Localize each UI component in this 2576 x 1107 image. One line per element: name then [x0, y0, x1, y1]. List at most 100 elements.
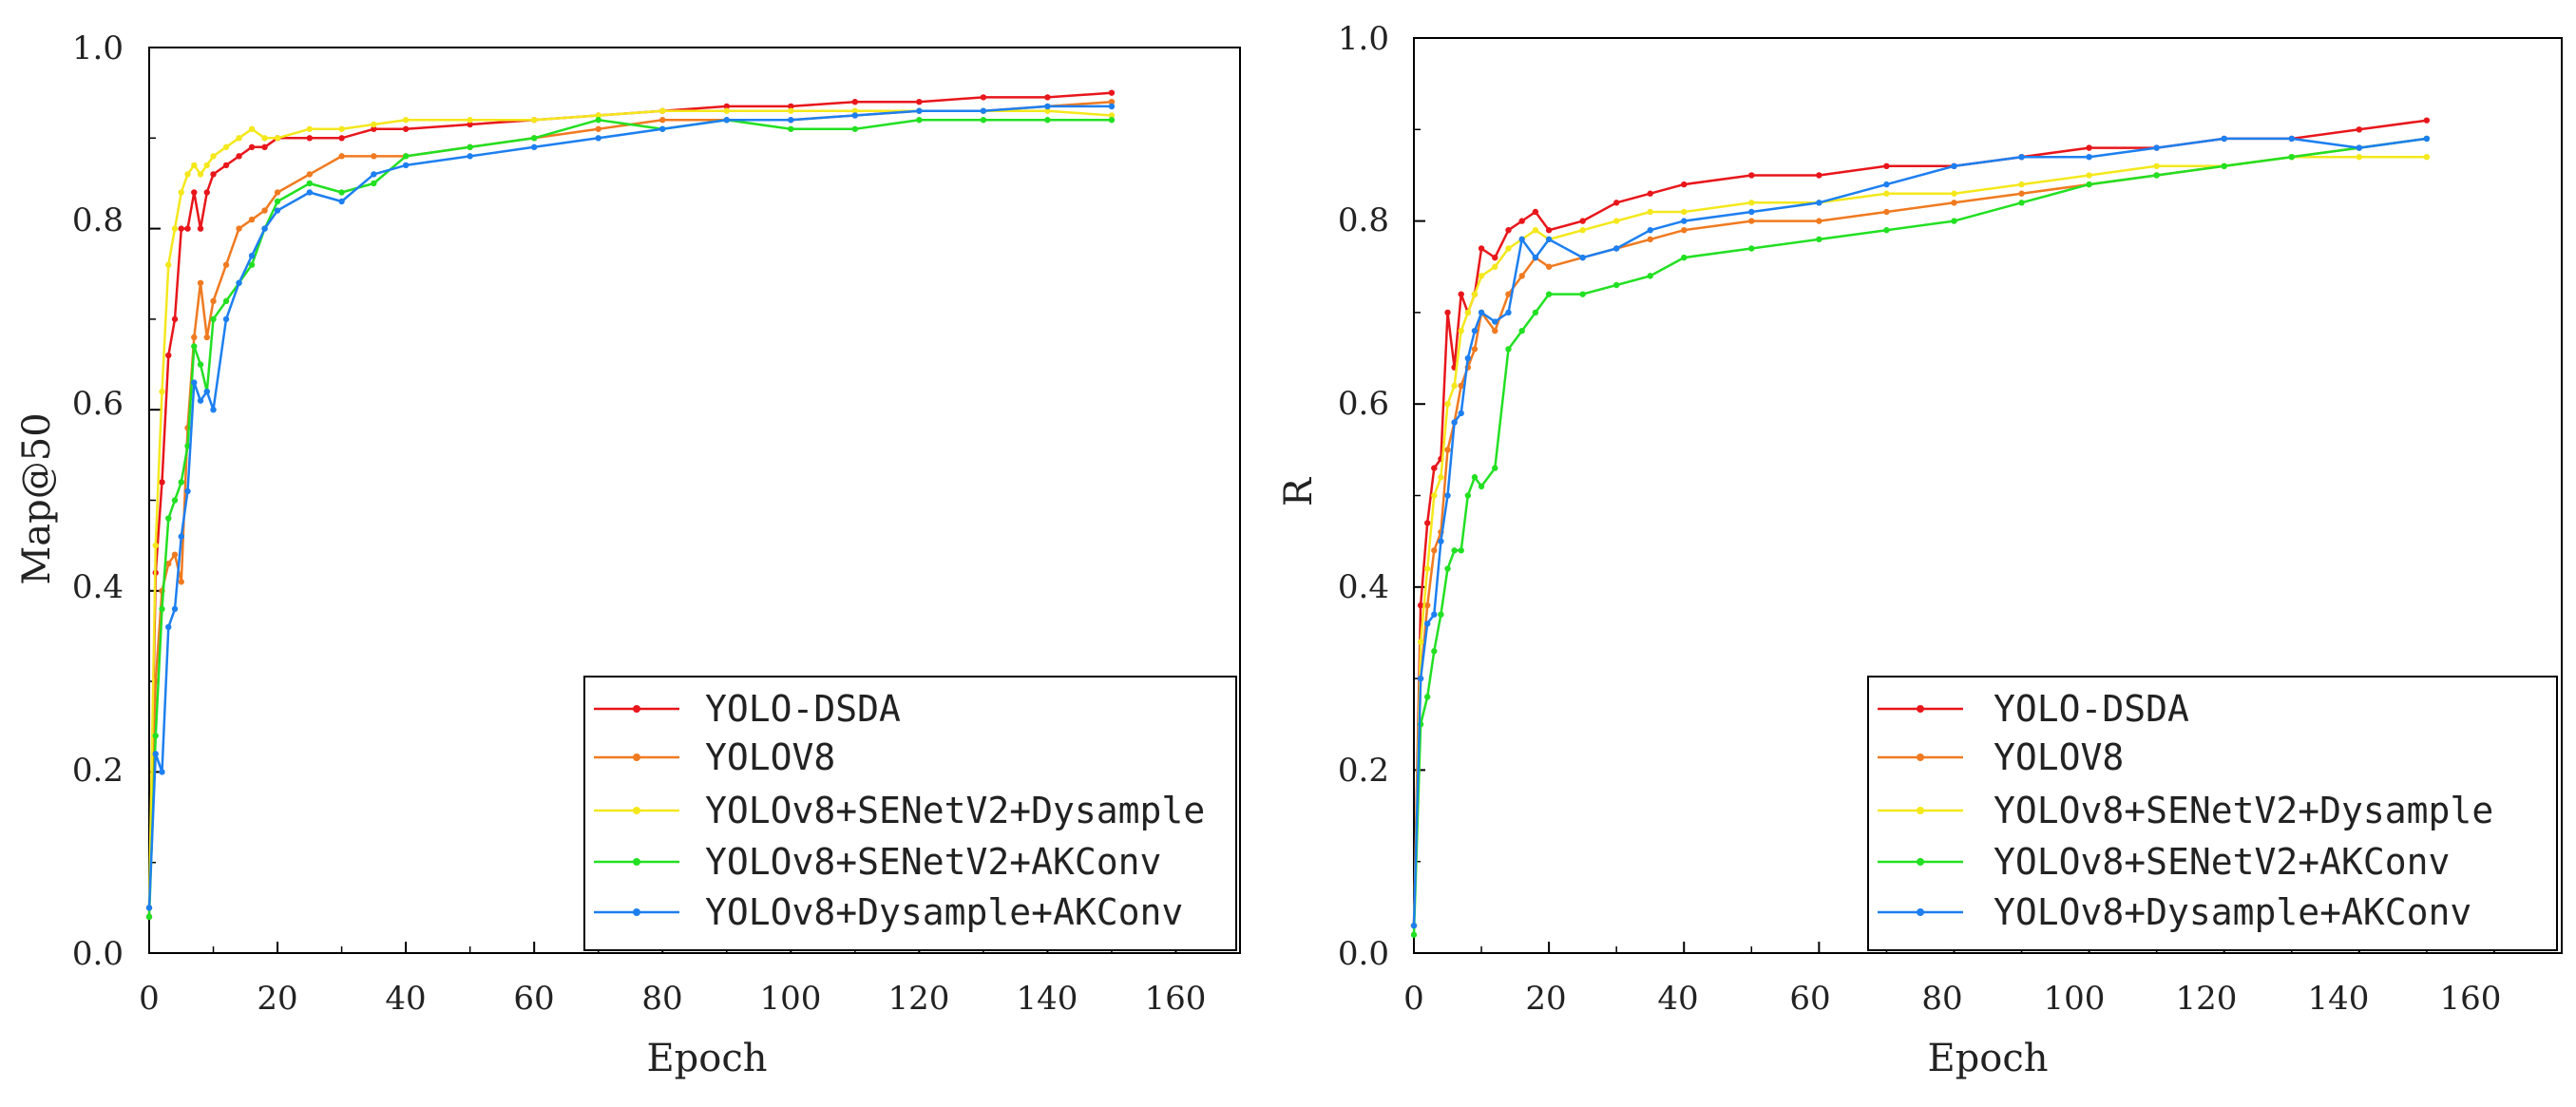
data-point-yolov8 — [2018, 190, 2025, 197]
data-point-yolov8 — [1883, 208, 1890, 216]
data-point-yolov8 — [236, 225, 242, 232]
data-point-yolov8-senetv2-dysample — [248, 125, 256, 132]
data-point-yolov8-senetv2-akconv — [1532, 309, 1539, 316]
data-point-yolo-dsda — [222, 162, 230, 169]
data-point-yolov8-senetv2-akconv — [1681, 254, 1688, 261]
y-tick-label: 0.0 — [1338, 935, 1389, 973]
data-point-yolov8-senetv2-akconv — [371, 180, 377, 187]
x-tick-label: 20 — [257, 980, 297, 1018]
data-point-yolov8-dysample-akconv — [171, 605, 179, 613]
data-point-yolov8-senetv2-akconv — [191, 343, 198, 350]
data-point-yolo-dsda — [1431, 465, 1438, 471]
x-tick-label: 60 — [513, 980, 554, 1018]
data-point-yolov8-dysample-akconv — [191, 379, 198, 386]
data-point-yolov8-dysample-akconv — [145, 905, 153, 911]
data-point-yolov8-senetv2-dysample — [1532, 227, 1539, 234]
data-point-yolov8-senetv2-dysample — [197, 171, 204, 178]
data-point-yolo-dsda — [1532, 208, 1539, 216]
data-point-yolov8-dysample-akconv — [152, 751, 159, 757]
data-point-yolov8-senetv2-dysample — [1451, 382, 1458, 390]
data-point-yolo-dsda — [1579, 218, 1586, 224]
data-point-yolov8-senetv2-dysample — [191, 162, 198, 169]
data-point-yolov8-dysample-akconv — [1431, 611, 1438, 618]
y-tick-label: 0.6 — [72, 385, 124, 423]
data-point-yolo-dsda — [306, 135, 314, 142]
data-point-yolov8-dysample-akconv — [184, 487, 191, 495]
legend: YOLO-DSDA YOLOV8 YOLOv8+SENetV2+Dysample… — [1867, 676, 2558, 951]
data-point-yolov8-senetv2-dysample — [1431, 492, 1438, 499]
data-point-yolov8 — [197, 279, 204, 286]
data-point-yolov8-senetv2-dysample — [1438, 474, 1444, 481]
data-point-yolov8-senetv2-akconv — [1816, 236, 1822, 243]
data-point-yolov8-dysample-akconv — [402, 162, 410, 169]
data-point-yolov8-senetv2-akconv — [530, 135, 538, 142]
data-point-yolov8-senetv2-akconv — [1464, 492, 1472, 499]
legend-marker — [1917, 705, 1924, 713]
x-tick-label: 140 — [1017, 980, 1078, 1018]
data-point-yolov8 — [1505, 291, 1512, 297]
data-point-yolo-dsda — [159, 479, 165, 486]
data-point-yolo-dsda — [210, 171, 217, 178]
data-point-yolov8-senetv2-dysample — [171, 225, 179, 232]
data-point-yolov8-senetv2-dysample — [178, 189, 184, 196]
data-point-yolov8-senetv2-akconv — [306, 180, 314, 187]
data-point-yolov8-senetv2-akconv — [1883, 227, 1890, 234]
data-point-yolo-dsda — [467, 121, 473, 128]
y-axis-title: R — [1277, 476, 1321, 506]
data-point-yolo-dsda — [916, 98, 923, 105]
legend-marker — [633, 754, 640, 761]
data-point-yolov8-senetv2-akconv — [1518, 327, 1525, 334]
data-point-yolov8-dysample-akconv — [1612, 245, 1620, 252]
data-point-yolov8-dysample-akconv — [1545, 236, 1553, 243]
data-point-yolov8-dysample-akconv — [1518, 236, 1525, 243]
data-point-yolov8-dysample-akconv — [1681, 218, 1688, 224]
data-point-yolov8-senetv2-akconv — [178, 479, 184, 486]
x-tick-label: 160 — [1145, 980, 1207, 1018]
data-point-yolo-dsda — [1458, 291, 1464, 297]
data-point-yolo-dsda — [191, 189, 198, 196]
data-point-yolov8-dysample-akconv — [1532, 254, 1539, 261]
data-point-yolov8-senetv2-akconv — [1579, 291, 1586, 297]
data-point-yolo-dsda — [1417, 601, 1424, 609]
data-point-yolov8-senetv2-akconv — [1410, 931, 1418, 938]
x-tick-label: 80 — [641, 980, 682, 1018]
data-point-yolov8-senetv2-akconv — [1044, 117, 1051, 124]
data-point-yolov8-dysample-akconv — [338, 198, 345, 205]
data-point-yolov8 — [248, 216, 256, 223]
data-point-yolov8-dysample-akconv — [1424, 620, 1431, 627]
data-point-yolov8-dysample-akconv — [1471, 327, 1479, 334]
x-tick-label: 60 — [1789, 980, 1830, 1018]
data-point-yolov8-senetv2-akconv — [402, 153, 410, 160]
y-tick-label: 0.4 — [1338, 568, 1389, 606]
data-point-yolov8-dysample-akconv — [1458, 410, 1464, 417]
data-point-yolov8 — [274, 189, 281, 196]
data-point-yolo-dsda — [723, 103, 730, 110]
data-point-yolov8-dysample-akconv — [467, 153, 473, 160]
legend-marker — [633, 858, 640, 866]
data-point-yolo-dsda — [2423, 117, 2431, 124]
data-point-yolov8-senetv2-dysample — [1647, 208, 1653, 216]
data-point-yolov8-senetv2-akconv — [274, 198, 281, 205]
legend-label-yolo-dsda: YOLO-DSDA — [1994, 688, 2189, 730]
data-point-yolov8-dysample-akconv — [1883, 181, 1890, 188]
data-point-yolov8-senetv2-akconv — [1492, 465, 1498, 471]
legend-label-dysample-akconv: YOLOv8+Dysample+AKConv — [1994, 891, 2471, 933]
data-point-yolo-dsda — [1681, 181, 1688, 188]
data-point-yolo-dsda — [203, 189, 210, 196]
data-point-yolov8-senetv2-dysample — [184, 171, 191, 178]
data-point-yolov8-dysample-akconv — [788, 117, 794, 124]
data-point-yolov8-senetv2-akconv — [980, 117, 987, 124]
y-tick-label: 0.8 — [1338, 201, 1389, 239]
data-point-yolov8-dysample-akconv — [1748, 208, 1755, 216]
data-point-yolov8-senetv2-akconv — [1108, 117, 1116, 124]
data-point-yolov8-senetv2-akconv — [595, 117, 601, 124]
data-point-yolov8-dysample-akconv — [2356, 144, 2363, 151]
data-point-yolov8-dysample-akconv — [1451, 419, 1458, 426]
data-point-yolov8-senetv2-akconv — [159, 605, 165, 613]
data-point-yolov8-senetv2-dysample — [1044, 107, 1051, 114]
data-point-yolov8-senetv2-akconv — [248, 261, 256, 268]
data-point-yolov8-dysample-akconv — [530, 143, 538, 151]
data-point-yolov8-senetv2-akconv — [1431, 648, 1438, 655]
data-point-yolov8-senetv2-akconv — [851, 125, 859, 132]
y-tick-label: 1.0 — [72, 29, 124, 67]
